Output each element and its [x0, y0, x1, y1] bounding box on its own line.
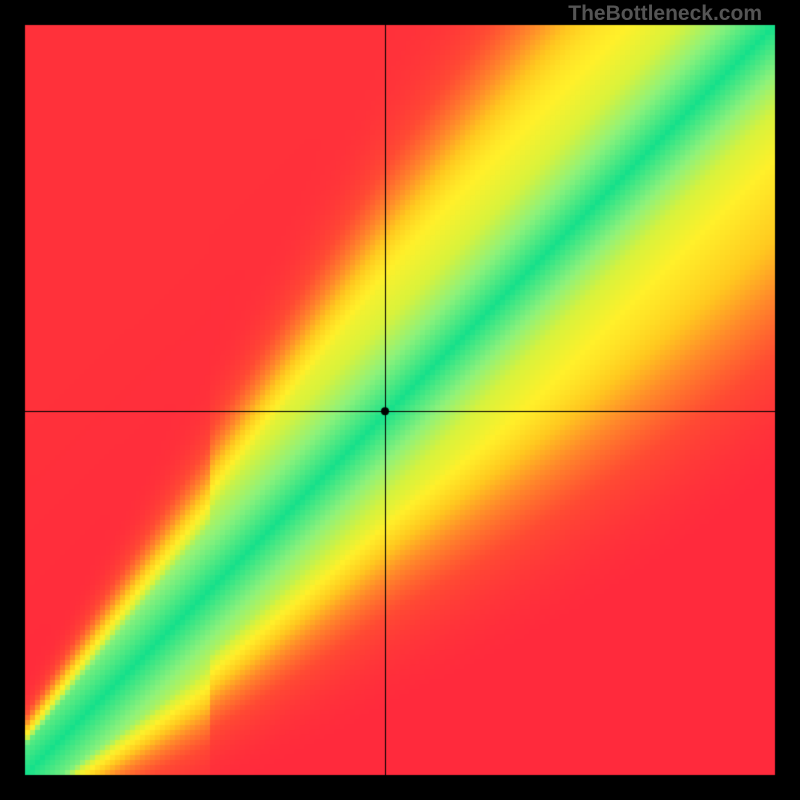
chart-container: { "canvas": { "width": 800, "height": 80… — [0, 0, 800, 800]
bottleneck-heatmap — [0, 0, 800, 800]
watermark-text: TheBottleneck.com — [568, 2, 762, 26]
